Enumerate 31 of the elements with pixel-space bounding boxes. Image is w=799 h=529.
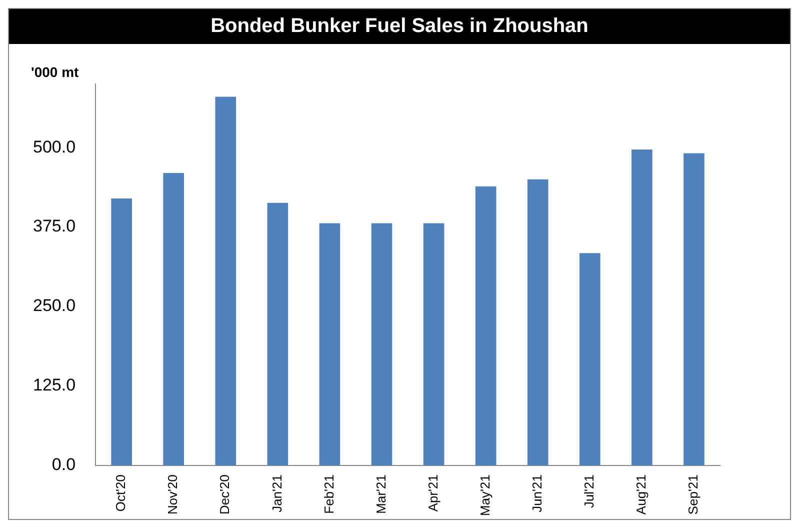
bar (111, 198, 132, 466)
y-tick-label: 250.0 (32, 296, 76, 316)
x-tick-label: Apr'21 (425, 474, 440, 512)
x-tick-label: Nov'20 (165, 474, 180, 515)
bar (215, 96, 236, 466)
bar (163, 173, 184, 466)
bar (423, 223, 444, 466)
x-tick-label: May'21 (477, 474, 492, 516)
x-tick-label: Jan'21 (269, 474, 284, 512)
y-tick-label: 125.0 (32, 376, 76, 395)
bar (579, 253, 600, 466)
bar (371, 223, 392, 466)
x-tick-label: Sep'21 (686, 474, 701, 515)
bar (632, 149, 652, 466)
x-tick-label: Jun'21 (529, 474, 544, 512)
y-tick-label: 500.0 (32, 137, 76, 156)
bar (684, 153, 704, 466)
bar (267, 202, 288, 466)
bar (475, 186, 496, 466)
x-tick-label: Mar'21 (373, 474, 388, 514)
bar (527, 179, 548, 466)
x-tick-label: Feb'21 (321, 474, 336, 514)
x-tick-label: Aug'21 (634, 474, 649, 515)
bar (319, 223, 340, 466)
y-tick-label: 375.0 (32, 216, 76, 236)
y-axis-title: '000 mt (31, 64, 80, 80)
x-tick-label: Oct'20 (113, 474, 128, 512)
x-tick-label: Dec'20 (217, 474, 232, 515)
chart-title: Bonded Bunker Fuel Sales in Zhoushan (9, 9, 790, 44)
x-tick-label: Jul'21 (581, 474, 596, 508)
y-tick-label: 0.0 (52, 455, 76, 474)
